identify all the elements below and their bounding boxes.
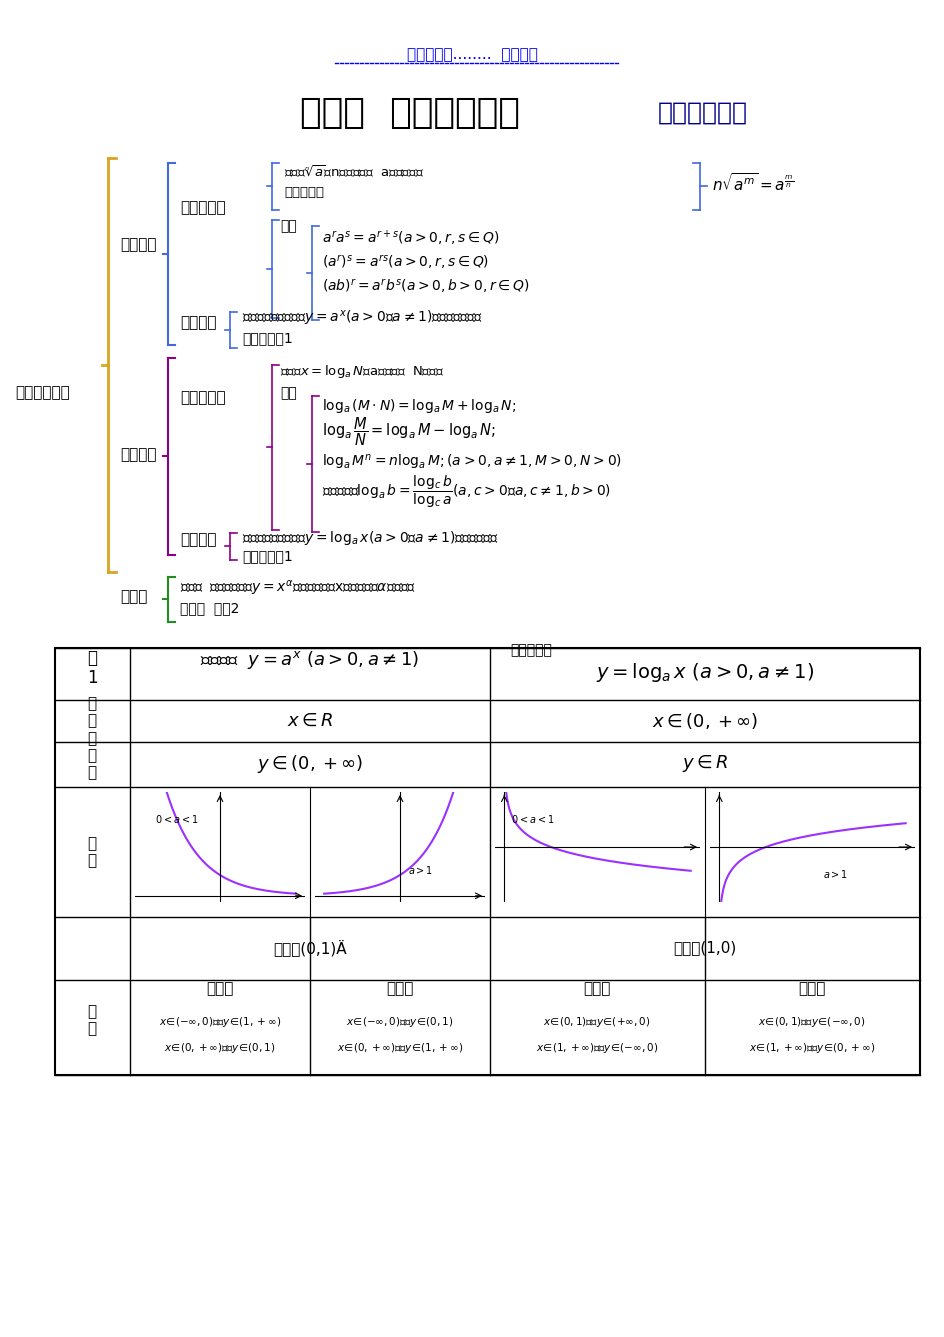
Text: 性质: 性质	[279, 386, 296, 400]
Text: $x\!\in\!(0,1)$时，$y\!\in\!(+\infty,0)$: $x\!\in\!(0,1)$时，$y\!\in\!(+\infty,0)$	[543, 1015, 650, 1029]
Text: 对数函数: 对数函数	[179, 532, 216, 547]
Text: $0<a<1$: $0<a<1$	[155, 813, 198, 825]
Text: $y \in R$: $y \in R$	[681, 754, 728, 774]
Text: $a>1$: $a>1$	[822, 868, 847, 880]
Text: 指数函数: 指数函数	[120, 238, 157, 253]
Text: 第二章  基本初等函数: 第二章 基本初等函数	[299, 96, 519, 130]
Text: 分数指数幂: 分数指数幂	[284, 186, 324, 199]
Text: 幂函数: 幂函数	[120, 590, 147, 604]
Text: 性
质: 性 质	[88, 1004, 96, 1036]
Text: 定义：一般地把函数$y=\log_a x(a>0$且$a \neq 1)$叫做对数函数: 定义：一般地把函数$y=\log_a x(a>0$且$a \neq 1)$叫做对…	[242, 529, 498, 547]
Text: $\log_a(M \cdot N) = \log_a M + \log_a N;$: $\log_a(M \cdot N) = \log_a M + \log_a N…	[322, 397, 515, 414]
Text: 减函数: 减函数	[582, 981, 610, 996]
Text: $y \in (0,+\infty)$: $y \in (0,+\infty)$	[257, 753, 362, 775]
Text: 性质：见表1: 性质：见表1	[242, 332, 293, 345]
Text: 换底公式：$\log_a b = \dfrac{\log_c b}{\log_c a}(a,c>0$且$a,c\neq 1,b>0)$: 换底公式：$\log_a b = \dfrac{\log_c b}{\log_c…	[322, 473, 611, 511]
Text: $x\!\in\!(-\infty,0)$时，$y\!\in\!(1,+\infty)$: $x\!\in\!(-\infty,0)$时，$y\!\in\!(1,+\inf…	[159, 1015, 280, 1029]
Text: 性质：  见表2: 性质： 见表2	[179, 602, 239, 615]
Text: $x \in R$: $x \in R$	[286, 713, 333, 730]
Text: 定义：  一般地，函数$y=x^\alpha$叫做幂函数，x是自变量，$\alpha$是常数。: 定义： 一般地，函数$y=x^\alpha$叫做幂函数，x是自变量，$\alph…	[179, 579, 415, 598]
Text: $x\!\in\!(0,+\infty)$时，$y\!\in\!(1,+\infty)$: $x\!\in\!(0,+\infty)$时，$y\!\in\!(1,+\inf…	[337, 1042, 463, 1055]
Text: $x\!\in\!(0,1)$时，$y\!\in\!(-\infty,0)$: $x\!\in\!(0,1)$时，$y\!\in\!(-\infty,0)$	[757, 1015, 865, 1029]
Text: 过定点(1,0): 过定点(1,0)	[673, 940, 735, 956]
Text: 图
像: 图 像	[88, 836, 96, 868]
Text: 对数的运算: 对数的运算	[179, 390, 226, 405]
Text: $a^r a^s = a^{r+s}(a>0, r,s \in Q)$: $a^r a^s = a^{r+s}(a>0, r,s \in Q)$	[322, 229, 498, 247]
Text: $\log_a M^n = n\log_a M;(a>0,a\neq 1,M>0,N>0)$: $\log_a M^n = n\log_a M;(a>0,a\neq 1,M>0…	[322, 452, 621, 472]
Text: $(ab)^r = a^r b^s(a>0, b>0, r \in Q)$: $(ab)^r = a^r b^s(a>0, b>0, r \in Q)$	[322, 277, 529, 295]
Text: 定义：一般地把函数$y=a^x(a>0$且$a \neq 1)$叫做指数函数。: 定义：一般地把函数$y=a^x(a>0$且$a \neq 1)$叫做指数函数。	[242, 309, 482, 329]
Text: $y=\log_a x\ (a>0,a\neq 1)$: $y=\log_a x\ (a>0,a\neq 1)$	[596, 660, 813, 683]
Text: 对数：$x = \log_a N$，a为底数，  N为真数: 对数：$x = \log_a N$，a为底数， N为真数	[279, 362, 444, 380]
Text: 定
义
域: 定 义 域	[88, 697, 96, 746]
Text: 对数数函数: 对数数函数	[510, 643, 551, 656]
Text: $x\!\in\!(1,+\infty)$时，$y\!\in\!(-\infty,0)$: $x\!\in\!(1,+\infty)$时，$y\!\in\!(-\infty…	[535, 1042, 657, 1055]
Text: 根式：$\sqrt[n]{a}$，n为根指数，  a为被开方数: 根式：$\sqrt[n]{a}$，n为根指数， a为被开方数	[284, 164, 424, 180]
Text: 减函数: 减函数	[206, 981, 233, 996]
Text: $x\!\in\!(-\infty,0)$时，$y\!\in\!(0,1)$: $x\!\in\!(-\infty,0)$时，$y\!\in\!(0,1)$	[346, 1015, 453, 1029]
Text: $(a^r)^s = a^{rs}(a>0, r,s \in Q)$: $(a^r)^s = a^{rs}(a>0, r,s \in Q)$	[322, 253, 489, 271]
Text: 指数函数: 指数函数	[179, 316, 216, 330]
Bar	[55, 648, 919, 1075]
Text: 过定点(0,1)Ä: 过定点(0,1)Ä	[273, 940, 346, 956]
Text: $0<a<1$: $0<a<1$	[511, 813, 554, 825]
Text: 指数的运算: 指数的运算	[179, 201, 226, 215]
Text: 表
1: 表 1	[87, 648, 97, 687]
Text: $n\sqrt{a^m} = a^{\frac{m}{n}}$: $n\sqrt{a^m} = a^{\frac{m}{n}}$	[711, 172, 793, 194]
Text: $\log_a \dfrac{M}{N} = \log_a M - \log_a N;$: $\log_a \dfrac{M}{N} = \log_a M - \log_a…	[322, 416, 496, 448]
Text: 指数函数  $y=a^x\ (a>0,a\neq 1)$: 指数函数 $y=a^x\ (a>0,a\neq 1)$	[200, 648, 419, 671]
Text: 学习好资料........  欢迎下载: 学习好资料........ 欢迎下载	[406, 48, 537, 63]
Text: 性质：见表1: 性质：见表1	[242, 550, 293, 563]
Text: $a>1$: $a>1$	[408, 865, 433, 877]
Text: 增函数: 增函数	[386, 981, 413, 996]
Text: $x\!\in\!(1,+\infty)$时，$y\!\in\!(0,+\infty)$: $x\!\in\!(1,+\infty)$时，$y\!\in\!(0,+\inf…	[748, 1042, 874, 1055]
Text: 对数函数: 对数函数	[120, 448, 157, 463]
Text: 增函数: 增函数	[798, 981, 825, 996]
Text: 值
域: 值 域	[88, 747, 96, 781]
Text: 基本初等函数: 基本初等函数	[15, 385, 70, 401]
Text: 性质: 性质	[279, 219, 296, 233]
Text: $x\!\in\!(0,+\infty)$时，$y\!\in\!(0,1)$: $x\!\in\!(0,+\infty)$时，$y\!\in\!(0,1)$	[164, 1042, 276, 1055]
Text: $x \in (0,+\infty)$: $x \in (0,+\infty)$	[651, 711, 757, 731]
Text: （知识网络）: （知识网络）	[657, 102, 748, 124]
